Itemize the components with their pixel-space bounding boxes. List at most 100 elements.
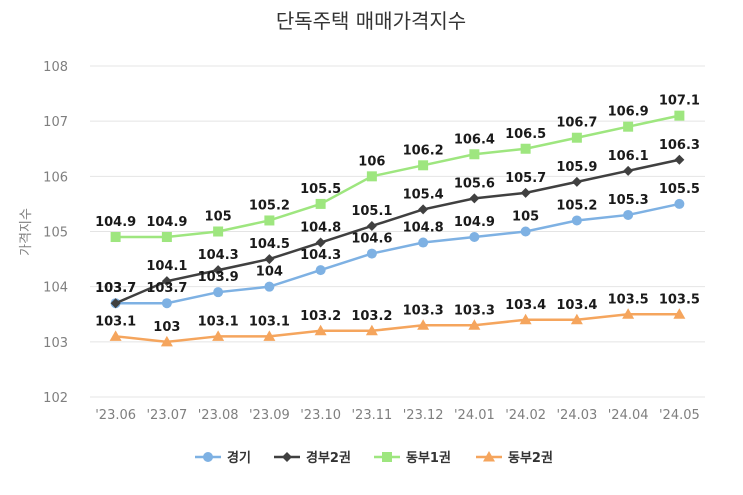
- x-tick-label: '23.09: [249, 408, 290, 423]
- data-point: [315, 198, 326, 209]
- series-2: [110, 154, 685, 309]
- data-label: 106: [358, 154, 385, 169]
- data-point: [570, 313, 583, 325]
- data-point: [213, 226, 224, 237]
- series-line: [115, 158, 680, 305]
- legend-label: 동부2권: [508, 451, 553, 466]
- data-label: 105.4: [403, 187, 444, 202]
- data-point: [469, 193, 480, 204]
- data-point: [623, 121, 634, 132]
- data-point: [417, 319, 430, 330]
- legend-label: 경부2권: [306, 450, 351, 466]
- data-label: 104.3: [300, 248, 341, 263]
- x-tick-label: '23.11: [351, 408, 392, 423]
- y-tick-label: 107: [43, 115, 68, 130]
- x-tick-label: '23.08: [198, 408, 239, 423]
- data-label: 103.2: [300, 309, 341, 324]
- data-label: 103.7: [95, 281, 136, 296]
- data-point: [212, 330, 225, 341]
- data-point: [264, 281, 275, 292]
- data-point: [418, 160, 429, 171]
- data-point: [520, 143, 531, 154]
- data-point: [366, 220, 377, 231]
- data-label: 104.9: [146, 215, 187, 230]
- data-label: 106.3: [659, 138, 700, 153]
- data-label: 105.5: [300, 182, 341, 197]
- x-tick-label: '23.06: [95, 408, 136, 423]
- data-label: 103.1: [198, 314, 239, 329]
- series-line: [115, 313, 680, 344]
- data-point: [623, 165, 634, 176]
- legend-label: 동부1권: [406, 451, 451, 466]
- data-label: 105: [512, 210, 539, 225]
- legend-item: 동부2권: [476, 451, 553, 466]
- data-point: [418, 237, 429, 248]
- legend-marker: [203, 452, 213, 462]
- data-point: [161, 298, 172, 309]
- series-line: [115, 114, 680, 239]
- gridlines: [90, 65, 705, 398]
- data-point: [520, 226, 531, 237]
- data-label: 104.9: [95, 215, 136, 230]
- data-label: 103.1: [249, 314, 290, 329]
- data-label: 103.1: [95, 314, 136, 329]
- data-point: [519, 313, 532, 325]
- legend-marker: [483, 451, 495, 462]
- data-label: 103.5: [608, 292, 649, 307]
- data-label: 105.2: [556, 198, 597, 213]
- data-point: [366, 248, 377, 259]
- data-point: [213, 287, 224, 298]
- x-tick-label: '24.03: [556, 408, 597, 423]
- data-label: 104.6: [351, 232, 392, 247]
- data-label: 104.3: [198, 248, 239, 263]
- data-label: 106.4: [454, 132, 495, 147]
- data-point: [366, 171, 377, 182]
- data-point: [160, 335, 173, 347]
- data-label: 106.7: [556, 116, 597, 131]
- data-label: 107.1: [659, 94, 700, 109]
- data-label: 103.7: [95, 281, 136, 296]
- data-point: [110, 298, 121, 309]
- data-label: 105.6: [454, 176, 495, 191]
- data-label: 105.3: [608, 193, 649, 208]
- data-label: 104: [256, 265, 283, 280]
- data-label: 105.7: [505, 171, 546, 186]
- series-1: [110, 198, 685, 309]
- x-tick-label: '23.12: [403, 408, 444, 423]
- data-label: 103.5: [659, 292, 700, 307]
- legend-item: 경기: [195, 450, 251, 466]
- data-point: [673, 308, 686, 319]
- data-label: 104.8: [403, 221, 444, 236]
- series-line: [115, 202, 680, 305]
- series-group: [109, 110, 686, 347]
- data-label: 103.4: [505, 298, 546, 313]
- data-label: 103.3: [454, 303, 495, 318]
- y-tick-label: 102: [43, 391, 68, 406]
- x-axis-ticks: '23.06 '23.07 '23.08 '23.09 '23.10 '23.11 '23.…: [95, 408, 700, 423]
- data-label: 103: [153, 320, 180, 335]
- data-point: [623, 209, 634, 220]
- data-label: 103.4: [556, 298, 597, 313]
- data-label: 103.9: [198, 270, 239, 285]
- legend-label: 경기: [227, 450, 251, 466]
- data-point: [161, 276, 172, 287]
- y-tick-label: 108: [43, 60, 68, 75]
- data-label: 105.9: [556, 160, 597, 175]
- data-point: [469, 149, 480, 160]
- data-point: [365, 324, 378, 336]
- data-point: [571, 132, 582, 143]
- data-point: [110, 232, 121, 243]
- data-point: [109, 330, 122, 341]
- data-label: 106.9: [608, 105, 649, 120]
- chart-title: 단독주택 매매가격지수: [276, 9, 466, 33]
- y-tick-label: 105: [43, 226, 68, 241]
- data-point: [674, 198, 685, 209]
- data-point: [263, 330, 276, 341]
- data-point: [264, 254, 275, 265]
- x-tick-label: '24.02: [505, 408, 546, 423]
- data-point: [468, 319, 481, 330]
- data-point: [264, 215, 275, 226]
- y-tick-label: 103: [43, 336, 68, 351]
- data-point: [315, 237, 326, 248]
- x-tick-label: '24.01: [454, 408, 495, 423]
